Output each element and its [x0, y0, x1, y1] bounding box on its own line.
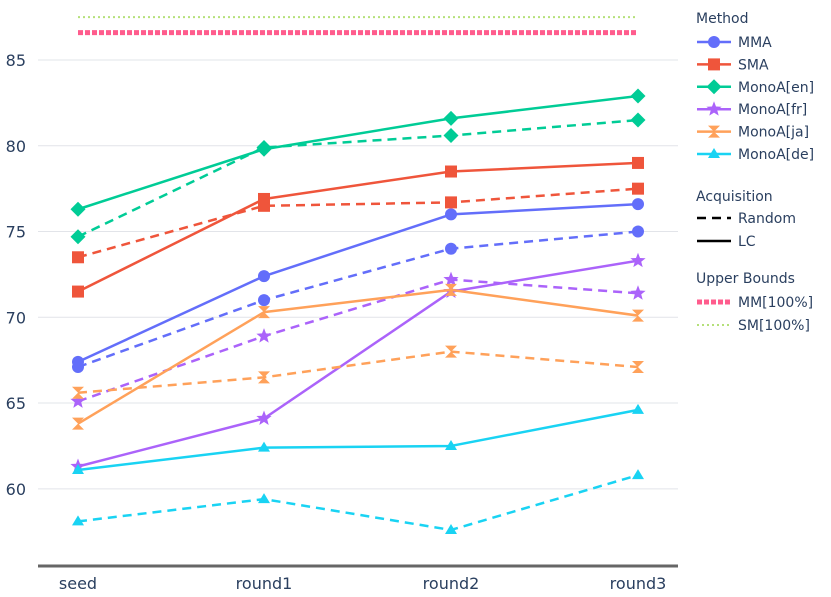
data-point-monoa-de-lc: [258, 441, 270, 452]
series-monoa-de: [72, 403, 644, 534]
data-point-monoa-ja-random: [72, 386, 84, 399]
series-line-monoa-en-lc: [77, 94, 639, 211]
data-point-mma-lc: [632, 198, 644, 211]
y-tick-label: 80: [6, 137, 26, 156]
data-point-monoa-de-random: [445, 523, 457, 534]
data-point-monoa-fr-lc: [256, 410, 272, 425]
data-point-monoa-de-lc: [632, 403, 644, 414]
y-tick-label: 75: [6, 223, 26, 242]
series-line-monoa-fr-random: [77, 278, 639, 403]
legend-label-random: Random: [738, 211, 796, 227]
legend-label-monoa-en: MonoA[en]: [738, 80, 814, 96]
data-point-monoa-fr-random: [630, 285, 646, 300]
legend-label-monoa-ja: MonoA[ja]: [738, 125, 809, 141]
legend-label-lc: LC: [738, 234, 756, 250]
data-point-monoa-en-random: [70, 229, 86, 245]
data-point-monoa-en-lc: [70, 201, 86, 217]
data-point-mma-lc: [445, 208, 457, 221]
series-monoa-fr: [70, 252, 646, 473]
x-tick-label: round1: [236, 574, 293, 593]
series-line-mma-random: [77, 230, 639, 369]
data-point-monoa-fr-random: [70, 393, 86, 408]
data-point-mma-lc: [72, 355, 84, 368]
x-tick-label: round3: [610, 574, 667, 593]
data-point-monoa-ja-random: [445, 345, 457, 358]
legend-label-monoa-fr: MonoA[fr]: [738, 102, 807, 118]
legend-swatch-marker: [706, 79, 722, 95]
legend-label-mm-100: MM[100%]: [738, 295, 813, 311]
series-monoa-ja: [72, 283, 644, 430]
data-point-sma-random: [72, 251, 84, 264]
legend-label-sm-100: SM[100%]: [738, 318, 810, 334]
x-tick-label: seed: [59, 574, 97, 593]
legend-swatch-marker: [708, 58, 720, 71]
series-line-sma-random: [77, 187, 639, 259]
legend-label-monoa-de: MonoA[de]: [738, 147, 814, 163]
data-point-monoa-fr-random: [443, 271, 459, 287]
data-point-monoa-en-random: [443, 127, 459, 143]
legend-title-upper-bounds: Upper Bounds: [696, 271, 795, 287]
legend-title-acquisition: Acquisition: [696, 189, 773, 205]
legend-swatch-marker: [706, 101, 722, 116]
series-line-monoa-ja-lc: [77, 288, 639, 425]
data-point-monoa-en-lc: [256, 141, 272, 157]
data-point-sma-lc: [258, 192, 270, 205]
data-point-sma-random: [445, 196, 457, 209]
data-point-monoa-de-lc: [445, 439, 457, 450]
data-point-monoa-ja-lc: [258, 306, 270, 319]
data-point-monoa-en-lc: [443, 110, 459, 126]
data-point-mma-random: [632, 225, 644, 238]
axis-layer: 60 65 70 75 80 85 seed round1 round2 round3: [6, 51, 678, 593]
series-line-monoa-ja-random: [77, 350, 639, 395]
data-point-monoa-en-random: [630, 112, 646, 128]
legend-swatch-marker: [708, 36, 720, 48]
legend-label-sma: SMA: [738, 57, 769, 73]
data-point-monoa-de-lc: [72, 463, 84, 474]
series-line-monoa-de-lc: [77, 408, 639, 472]
data-point-monoa-fr-random: [256, 328, 272, 343]
data-point-monoa-ja-lc: [72, 417, 84, 430]
y-tick-label: 85: [6, 51, 26, 70]
data-point-monoa-de-random: [258, 493, 270, 504]
data-point-sma-lc: [632, 156, 644, 169]
legend-swatch-marker: [708, 148, 720, 158]
data-point-monoa-ja-lc: [632, 309, 644, 322]
data-point-mma-random: [445, 242, 457, 255]
series-line-sma-lc: [77, 161, 639, 293]
legend-label-mma: MMA: [738, 35, 772, 51]
data-point-monoa-ja-lc: [445, 283, 457, 296]
data-point-monoa-fr-lc: [630, 252, 646, 268]
series-line-monoa-en-random: [77, 118, 639, 238]
y-tick-label: 65: [6, 394, 26, 413]
upper-bounds-layer: [78, 16, 638, 36]
series-monoa-en: [70, 88, 646, 245]
y-tick-label: 60: [6, 480, 26, 499]
series-mma: [72, 198, 644, 374]
series-line-monoa-fr-lc: [77, 259, 639, 468]
data-point-monoa-ja-random: [258, 371, 270, 384]
data-point-sma-random: [632, 182, 644, 195]
legend: Method MMA SMA MonoA[en] MonoA[fr] MonoA[ja] M…: [696, 11, 814, 334]
data-point-monoa-ja-random: [632, 361, 644, 374]
series-line-mma-lc: [77, 202, 639, 364]
data-point-monoa-de-random: [632, 469, 644, 480]
data-point-sma-lc: [72, 285, 84, 298]
x-tick-label: round2: [423, 574, 480, 593]
series-line-monoa-de-random: [77, 473, 639, 532]
legend-swatch-marker: [708, 125, 720, 138]
data-point-monoa-de-random: [72, 515, 84, 526]
data-point-mma-lc: [258, 270, 270, 283]
legend-title-method: Method: [696, 11, 749, 27]
data-point-mma-random: [258, 294, 270, 307]
data-point-monoa-en-lc: [630, 88, 646, 104]
series-sma: [72, 156, 644, 298]
grid-layer: [38, 59, 678, 490]
y-tick-label: 70: [6, 308, 26, 327]
data-point-sma-lc: [445, 165, 457, 178]
series-layer: [70, 88, 646, 534]
